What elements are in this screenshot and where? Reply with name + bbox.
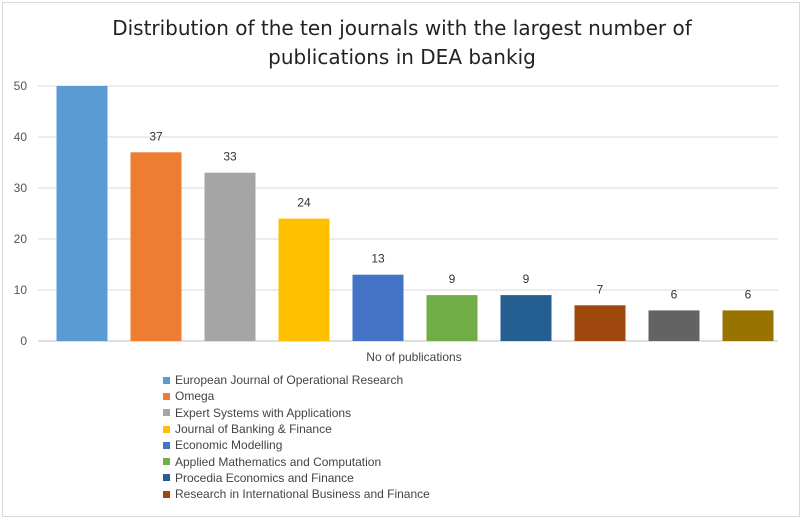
legend-item: Procedia Economics and Finance xyxy=(163,470,430,486)
data-label: 37 xyxy=(149,129,163,143)
y-tick-label: 30 xyxy=(14,181,28,195)
chart-title-line-1: Distribution of the ten journals with th… xyxy=(112,16,692,40)
bar xyxy=(500,295,552,341)
legend-swatch xyxy=(163,474,170,482)
bar xyxy=(204,172,256,341)
legend-swatch xyxy=(163,409,170,417)
x-axis-label: No of publications xyxy=(366,350,462,364)
chart-title: Distribution of the ten journals with th… xyxy=(0,14,804,72)
data-label: 24 xyxy=(297,196,311,210)
bar xyxy=(56,86,108,341)
y-tick-label: 10 xyxy=(14,283,28,297)
legend-label: Economic Modelling xyxy=(175,438,283,453)
data-label: 13 xyxy=(371,252,385,266)
legend-label: Procedia Economics and Finance xyxy=(175,470,354,485)
legend-label: Omega xyxy=(175,389,215,404)
data-label: 9 xyxy=(523,272,530,286)
bar xyxy=(574,305,626,341)
legend-item: Journal of Banking & Finance xyxy=(163,421,430,437)
legend-swatch xyxy=(163,490,170,498)
legend-label: Expert Systems with Applications xyxy=(175,405,352,420)
bar xyxy=(352,274,404,341)
legend-item: Economic Modelling xyxy=(163,437,430,453)
legend-label: Applied Mathematics and Computation xyxy=(175,454,382,469)
legend-item: Applied Mathematics and Computation xyxy=(163,453,430,469)
y-tick-label: 20 xyxy=(14,232,28,246)
legend-item: Expert Systems with Applications xyxy=(163,405,430,421)
bar xyxy=(278,218,330,341)
data-label: 9 xyxy=(449,272,456,286)
bar xyxy=(426,295,478,341)
bar xyxy=(722,310,774,341)
y-tick-label: 40 xyxy=(14,130,28,144)
data-label: 6 xyxy=(671,287,678,301)
legend-label: Journal of Banking & Finance xyxy=(175,422,332,437)
legend-label: European Journal of Operational Research xyxy=(175,373,404,388)
legend: European Journal of Operational Research… xyxy=(163,372,430,502)
data-label: 33 xyxy=(223,150,237,164)
legend-item: European Journal of Operational Research xyxy=(163,372,430,388)
legend-swatch xyxy=(163,425,170,433)
legend-swatch xyxy=(163,441,170,449)
bar xyxy=(130,152,182,341)
legend-label: Research in International Business and F… xyxy=(175,487,430,502)
y-tick-label: 50 xyxy=(14,79,28,93)
legend-swatch xyxy=(163,392,170,400)
legend-swatch xyxy=(163,458,170,466)
chart-title-line-2: publications in DEA bankig xyxy=(268,45,536,69)
data-label: 6 xyxy=(745,287,752,301)
legend-item: Research in International Business and F… xyxy=(163,486,430,502)
data-label: 7 xyxy=(597,282,604,296)
legend-swatch xyxy=(163,376,170,384)
y-tick-label: 0 xyxy=(20,334,27,348)
legend-item: Omega xyxy=(163,388,430,404)
bar xyxy=(648,310,700,341)
